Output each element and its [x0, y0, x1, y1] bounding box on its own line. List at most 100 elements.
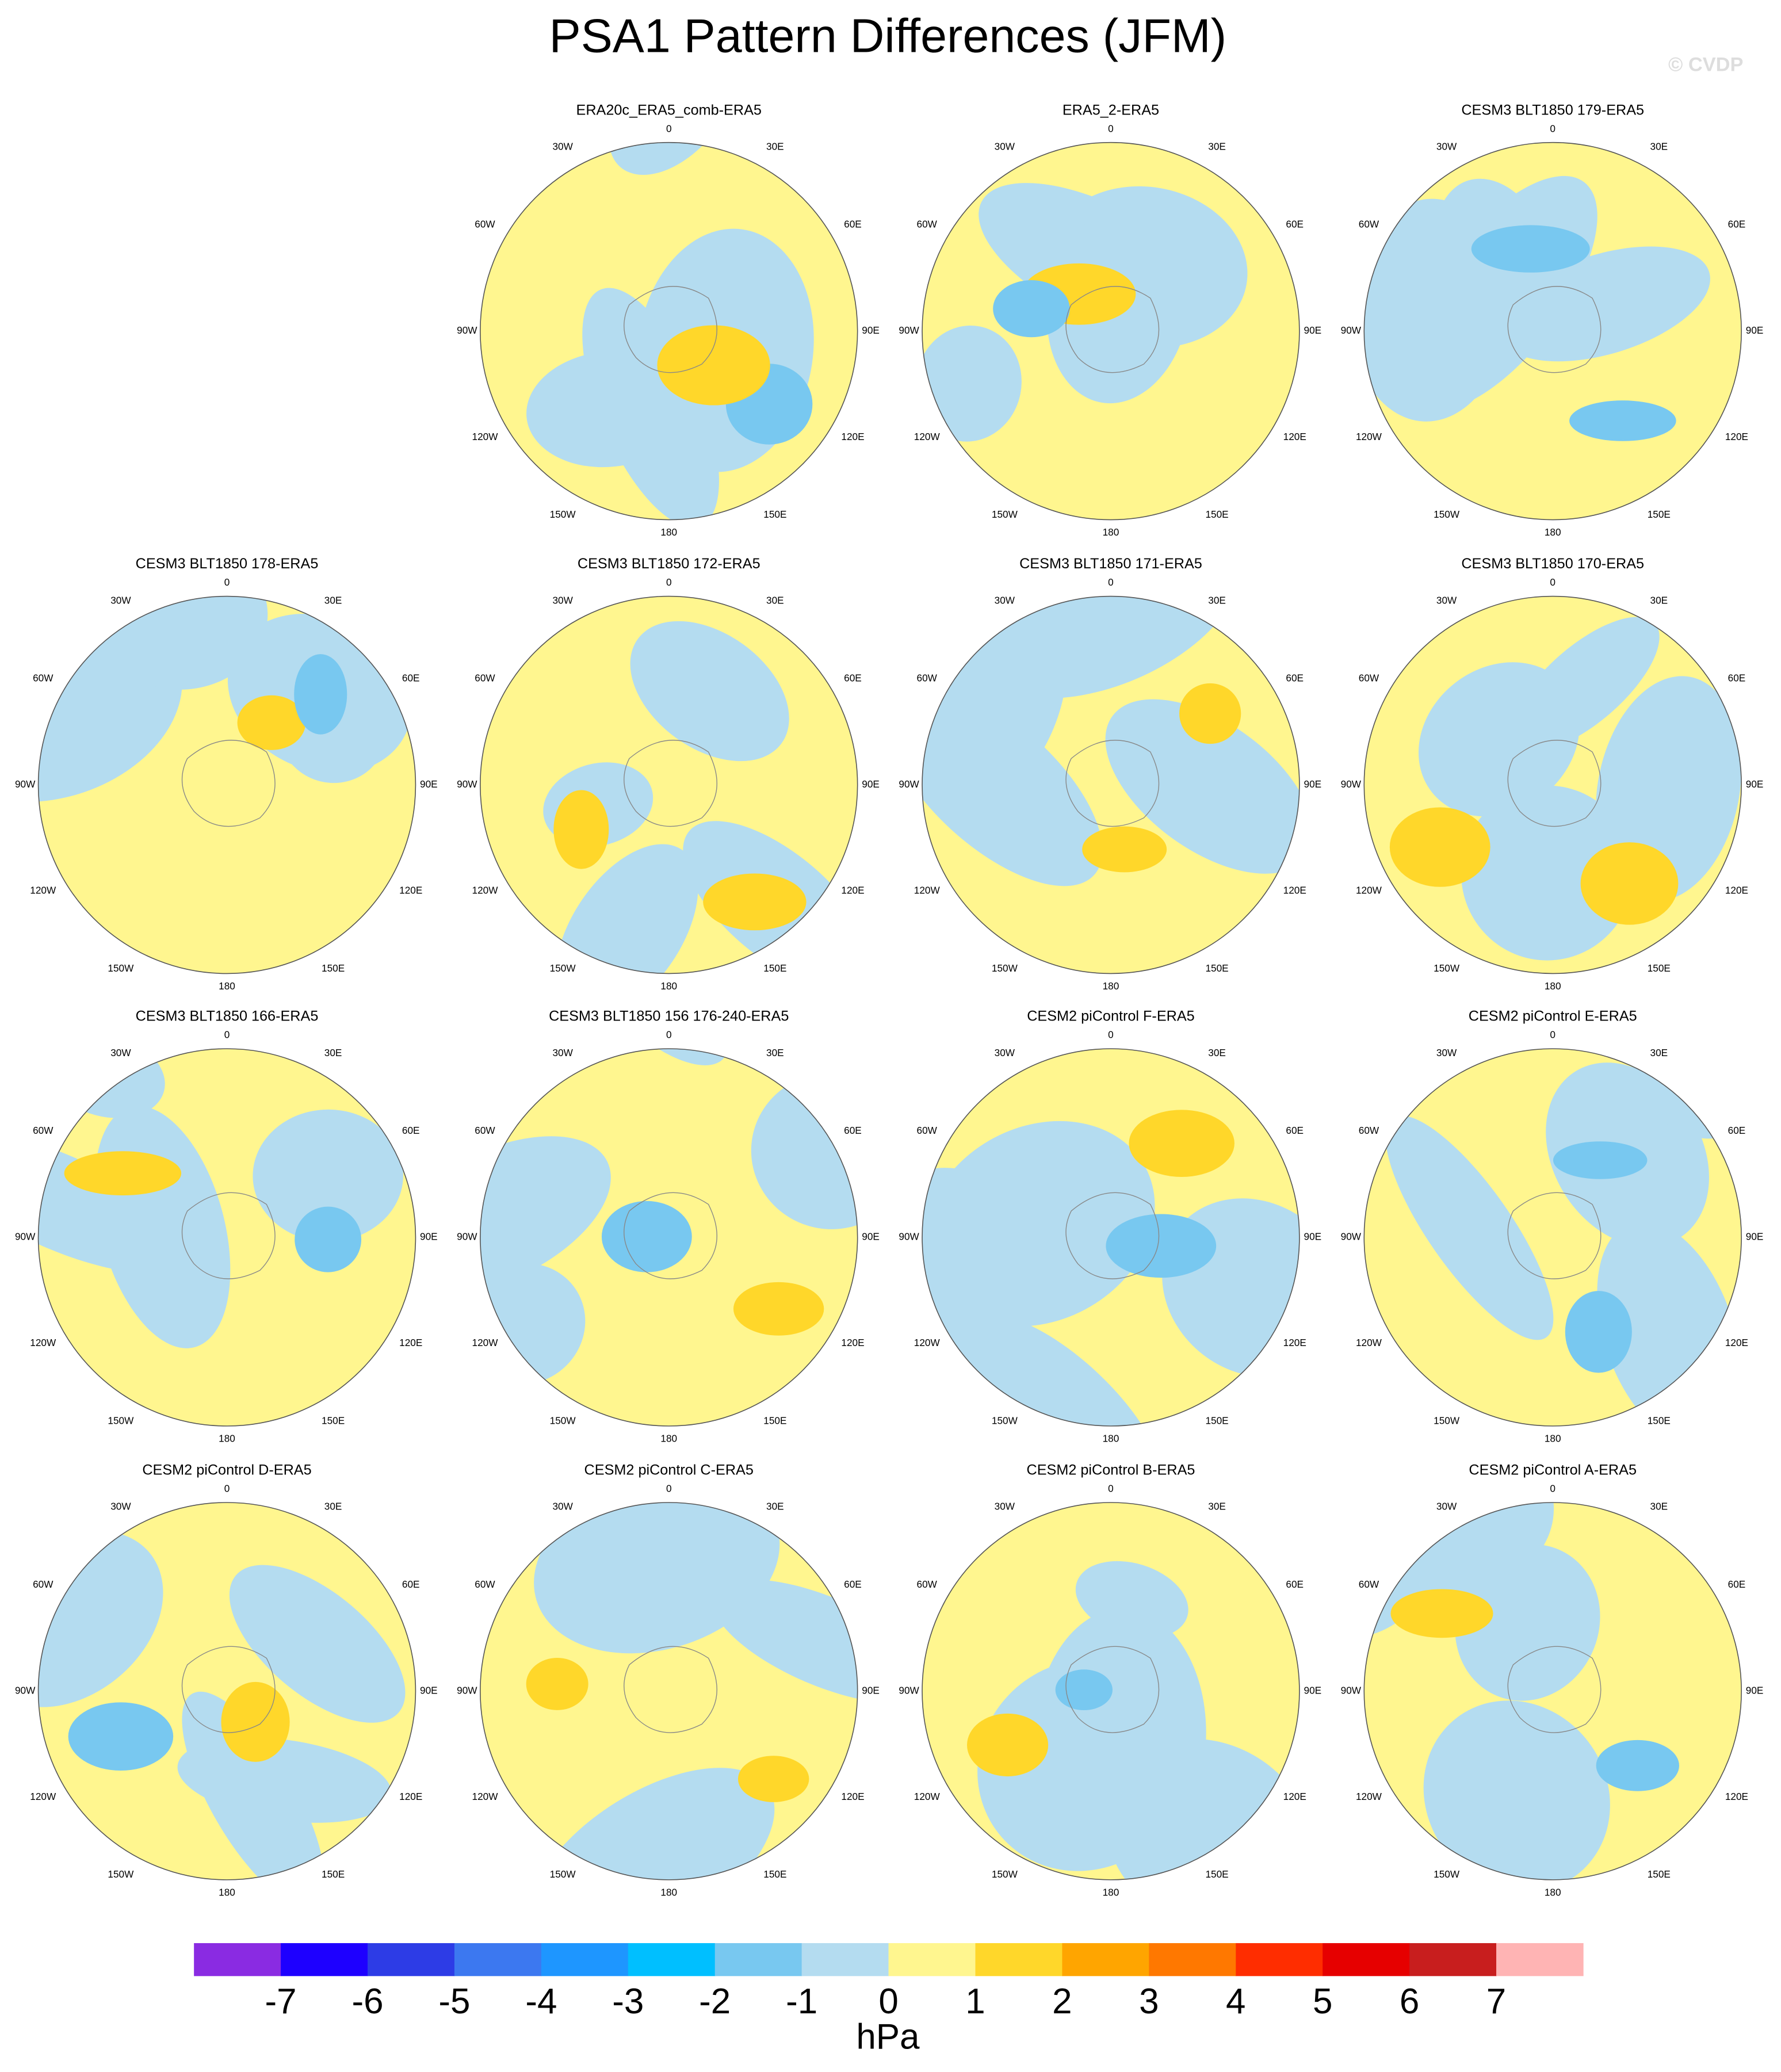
field: [38, 596, 416, 974]
longitude-label: 90W: [15, 1231, 36, 1243]
longitude-label: 60E: [844, 1125, 862, 1136]
longitude-label: 150W: [108, 1415, 134, 1426]
longitude-label: 120E: [1283, 1791, 1306, 1802]
longitude-label: 90E: [420, 1684, 438, 1696]
longitude-label: 30W: [552, 1047, 573, 1058]
contour-region: [1553, 1141, 1648, 1179]
contour-region: [237, 695, 306, 750]
longitude-label: 30W: [552, 594, 573, 606]
longitude-label: 90W: [457, 1684, 477, 1696]
longitude-label: 30E: [1208, 1501, 1226, 1512]
longitude-label: 60W: [917, 1578, 938, 1590]
contour-region: [294, 654, 347, 735]
longitude-label: 0: [1550, 123, 1555, 134]
longitude-label: 0: [1550, 1029, 1555, 1041]
contour-region: [1105, 1738, 1300, 1880]
contour-region: [555, 844, 698, 974]
longitude-label: 30W: [552, 1501, 573, 1512]
contour-region: [1389, 807, 1490, 887]
contour-region: [253, 1109, 403, 1242]
map-border: [479, 1502, 858, 1880]
panel-title: CESM3 BLT1850 179-ERA5: [1461, 102, 1644, 118]
field: [922, 142, 1300, 520]
longitude-label: 120E: [1283, 885, 1306, 896]
colorbar-box: [1496, 1943, 1584, 1977]
longitude-label: 90E: [862, 1231, 880, 1243]
map-border: [922, 142, 1300, 521]
contour-region: [712, 1579, 858, 1703]
colorbar-label: 2: [1052, 1982, 1072, 2021]
antarctica-outline: [1065, 1192, 1160, 1279]
map-panel: CESM3 BLT1850 156 176-240-ERA5 0 30E 60E 90E…: [457, 1008, 880, 1444]
longitude-label: 90W: [1341, 1684, 1362, 1696]
field: [480, 596, 858, 974]
map-panel: CESM3 BLT1850 178-ERA5 0 30E 60E 90E 120E 150E…: [15, 556, 438, 992]
longitude-label: 150E: [763, 962, 786, 974]
longitude-label: 60E: [1286, 219, 1304, 230]
antarctica-outline: [1507, 286, 1602, 373]
contour-region: [601, 1201, 692, 1272]
longitude-label: 60W: [475, 219, 495, 230]
longitude-label: 0: [1108, 1483, 1114, 1494]
contour-region: [1179, 683, 1241, 744]
longitude-label: 30E: [1650, 1047, 1668, 1058]
longitude-label: 60W: [475, 1578, 495, 1590]
longitude-label: 150W: [1434, 1415, 1460, 1426]
field: [922, 1049, 1300, 1426]
longitude-label: 150E: [1648, 962, 1671, 974]
longitude-label: 30W: [110, 594, 131, 606]
map-panel: CESM2 piControl B-ERA5 0 30E 60E 90E 120E 150E…: [899, 1462, 1321, 1898]
longitude-label: 120W: [30, 1791, 56, 1802]
contour-region: [1385, 1115, 1554, 1340]
longitude-label: 60W: [33, 1578, 53, 1590]
contour-region: [38, 1531, 163, 1707]
longitude-label: 150E: [1206, 962, 1229, 974]
longitude-label: 90W: [15, 1684, 36, 1696]
colorbar-label: 1: [965, 1982, 985, 2021]
panel-title: ERA20c_ERA5_comb-ERA5: [576, 102, 762, 118]
contour-region: [630, 621, 789, 762]
longitude-label: 150E: [1648, 1868, 1671, 1880]
longitude-label: 30W: [1436, 594, 1457, 606]
longitude-label: 90E: [1746, 1684, 1764, 1696]
map-border: [922, 1502, 1300, 1880]
longitude-label: 60W: [917, 1125, 938, 1136]
longitude-label: 60E: [844, 672, 862, 683]
longitude-label: 120W: [30, 885, 56, 896]
longitude-label: 0: [1108, 576, 1114, 588]
antarctica-outline: [624, 1646, 717, 1733]
longitude-label: 30W: [995, 1047, 1015, 1058]
longitude-label: 30E: [766, 1047, 784, 1058]
longitude-label: 90W: [1341, 1231, 1362, 1243]
colorbar-box: [194, 1943, 281, 1977]
longitude-label: 150E: [1206, 509, 1229, 520]
colorbar-label: -4: [525, 1982, 557, 2021]
longitude-label: 0: [1550, 576, 1555, 588]
map-panel: CESM3 BLT1850 170-ERA5 0 30E 60E 90E 120E 150E…: [1341, 556, 1764, 992]
panel-title: CESM2 piControl F-ERA5: [1027, 1008, 1195, 1024]
figure-title: PSA1 Pattern Differences (JFM): [549, 10, 1226, 63]
antarctica-outline: [1065, 740, 1160, 827]
contour-region: [1364, 1503, 1554, 1597]
longitude-label: 0: [224, 576, 230, 588]
contour-region: [1082, 826, 1167, 873]
colorbar-box: [1236, 1943, 1323, 1977]
longitude-label: 60W: [1359, 1578, 1379, 1590]
longitude-label: 60W: [917, 672, 938, 683]
longitude-label: 90E: [862, 324, 880, 336]
map-border: [922, 595, 1300, 974]
contour-region: [1511, 617, 1660, 752]
longitude-label: 180: [219, 1432, 235, 1444]
longitude-label: 60E: [402, 1125, 420, 1136]
longitude-label: 120E: [399, 1337, 422, 1348]
longitude-label: 60W: [475, 1125, 495, 1136]
panel-title: CESM3 BLT1850 170-ERA5: [1461, 556, 1644, 572]
longitude-label: 120W: [472, 885, 499, 896]
longitude-label: 90E: [1304, 1231, 1322, 1243]
longitude-label: 120E: [1725, 1791, 1748, 1802]
colorbar-box: [281, 1943, 368, 1977]
map-panel: CESM3 BLT1850 172-ERA5 0 30E 60E 90E 120E 150E…: [457, 556, 880, 992]
longitude-label: 30E: [766, 594, 784, 606]
longitude-label: 30E: [766, 140, 784, 152]
panel-title: CESM2 piControl C-ERA5: [584, 1462, 754, 1478]
